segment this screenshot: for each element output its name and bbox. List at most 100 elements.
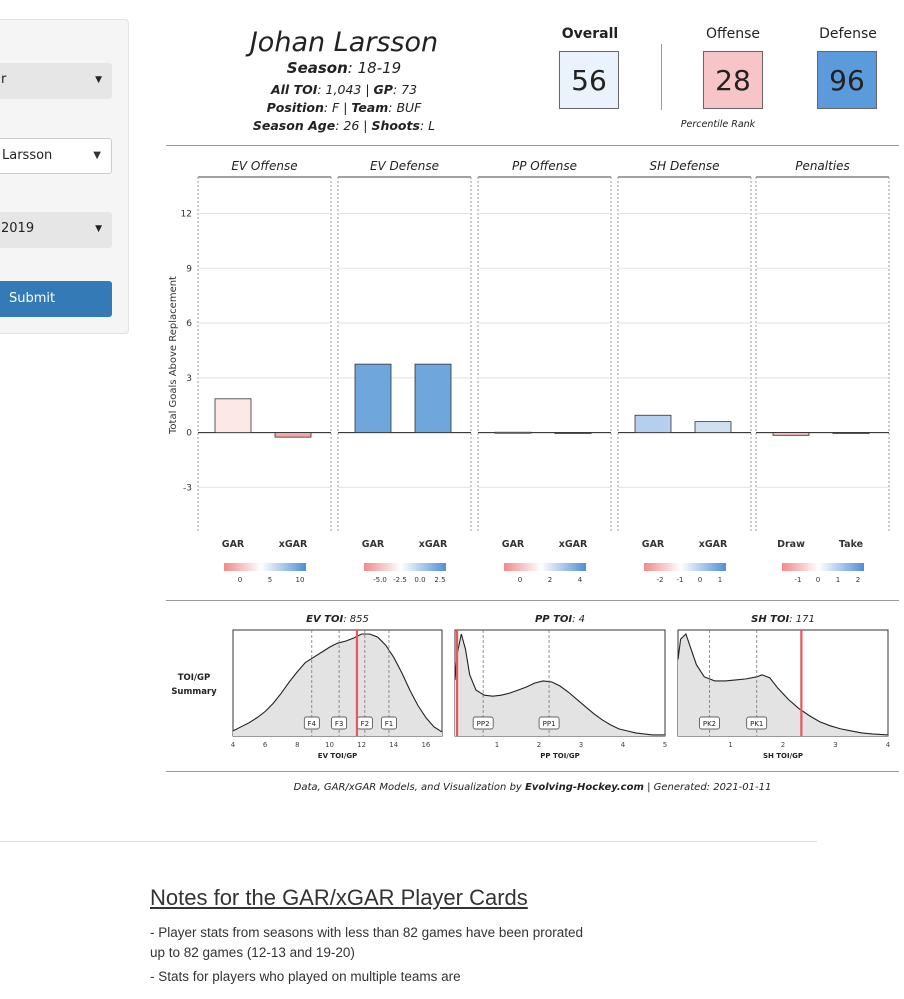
color-legend-bar — [224, 563, 306, 571]
x-tick-label: 16 — [421, 741, 430, 749]
tier-marker-box — [472, 716, 494, 730]
tier-marker-label: PK1 — [750, 720, 763, 728]
overall-rank-box: 56 — [559, 51, 619, 109]
tier-marker-label: PP1 — [543, 720, 556, 728]
x-tick-label: xGAR — [419, 539, 448, 550]
position-value: : F | — [323, 100, 352, 115]
density-line — [454, 633, 665, 736]
x-tick-label: 10 — [325, 741, 334, 749]
tier-marker-label: PK2 — [703, 720, 716, 728]
toi-panel-title: SH TOI: 171 — [751, 614, 815, 625]
tier-marker-label: PP2 — [477, 720, 490, 728]
submit-button[interactable]: Submit — [0, 281, 112, 317]
legend-tick-label: -2.5 — [393, 576, 407, 584]
offense-rank-box: 28 — [703, 51, 763, 109]
panel-1: EV Defense GAR xGAR -5.0 -2.5 0.0 2.5 — [337, 159, 472, 584]
bar-xgar — [274, 432, 312, 438]
tier-marker-box — [303, 716, 320, 730]
density-area — [233, 634, 442, 736]
legend-tick-label: 2 — [548, 576, 552, 584]
row-label: Summary — [171, 687, 217, 697]
legend-tick-label: 0 — [698, 576, 702, 584]
bar-xgar — [694, 421, 732, 433]
tier-marker-box — [331, 716, 347, 730]
toi-panel-title: PP TOI: 4 — [535, 614, 585, 625]
x-tick-label: 3 — [579, 741, 583, 749]
toi-separator — [166, 771, 899, 772]
position-key: Position — [266, 100, 324, 115]
tier-marker-box — [381, 716, 397, 730]
legend-tick-label: 2.5 — [434, 576, 445, 584]
overall-label: Overall — [561, 26, 619, 42]
panel-title: EV Offense — [231, 159, 297, 173]
x-tick-label: GAR — [502, 539, 525, 550]
credit-prefix: Data, GAR/xGAR Models, and Visualization… — [293, 782, 526, 793]
season-line: Season: 18-19 — [214, 59, 474, 77]
sidebar-panel: r ▼ Larsson ▼ 2019 ▼ Submit — [0, 19, 129, 334]
x-tick-label: GAR — [362, 539, 385, 550]
age-value: : 26 | — [335, 118, 372, 133]
legend-tick-label: -1 — [677, 576, 684, 584]
bar-gar — [494, 431, 532, 434]
tier-marker-box — [746, 716, 768, 730]
panel-title: SH Defense — [650, 159, 720, 173]
legend-tick-label: -5.0 — [373, 576, 387, 584]
player-type-select[interactable]: r ▼ — [0, 63, 112, 99]
season-value: : 18-19 — [347, 59, 402, 77]
x-axis-label: SH TOI/GP — [763, 752, 803, 760]
gp-value: : 73 — [392, 82, 418, 97]
x-tick-label: xGAR — [699, 539, 728, 550]
credit-suffix: | Generated: 2021-01-11 — [643, 782, 772, 793]
legend-tick-label: 0.0 — [414, 576, 425, 584]
percentile-label: Percentile Rank — [680, 119, 756, 130]
shoots-key: Shoots — [371, 118, 420, 133]
legend-tick-label: 10 — [296, 576, 305, 584]
season-select[interactable]: 2019 ▼ — [0, 212, 112, 248]
panel-title: PP Offense — [512, 159, 577, 173]
legend-tick-label: -1 — [795, 576, 802, 584]
panel-2: PP Offense GAR xGAR 0 2 4 — [477, 159, 612, 584]
bar-xgar — [414, 363, 452, 433]
panel-4: Penalties Draw Take -1 0 1 2 — [755, 159, 890, 584]
tier-marker-label: F2 — [361, 720, 369, 728]
gar-chart: Total Goals Above Replacement129630-3EV … — [168, 159, 890, 584]
notes-title: Notes for the GAR/xGAR Player Cards — [150, 885, 528, 910]
color-legend-bar — [504, 563, 586, 571]
chart-separator — [166, 600, 899, 601]
panel-title: Penalties — [795, 159, 850, 173]
row-label: TOI/GP — [178, 673, 211, 683]
chevron-down-icon: ▼ — [95, 75, 102, 85]
panel-0: EV Offense GAR xGAR 0 5 10 — [197, 159, 332, 584]
age-line: Season Age: 26 | Shoots: L — [214, 118, 474, 133]
shoots-value: : L — [419, 118, 436, 133]
x-tick-label: 4 — [231, 741, 236, 749]
tier-marker-box — [699, 716, 720, 730]
gp-key: GP — [373, 82, 393, 97]
bar-draw — [772, 432, 810, 436]
panel-3: SH Defense GAR xGAR -2 -1 0 1 — [617, 159, 752, 584]
section-divider — [0, 841, 817, 842]
x-tick-label: Take — [839, 539, 863, 550]
x-tick-label: 2 — [537, 741, 541, 749]
position-line: Position: F | Team: BUF — [214, 100, 474, 115]
x-tick-label: 2 — [781, 741, 785, 749]
bar-gar — [634, 414, 672, 433]
legend-tick-label: 5 — [268, 576, 272, 584]
bar-gar — [214, 398, 252, 433]
note-item: - Player stats from seasons with less th… — [150, 925, 583, 960]
age-key: Season Age — [252, 118, 336, 133]
density-line — [677, 633, 889, 736]
legend-tick-label: 1 — [718, 576, 722, 584]
color-legend-bar — [364, 563, 446, 571]
y-tick-label: -3 — [183, 483, 192, 493]
tier-marker-label: F1 — [385, 720, 393, 728]
toi-panel-1: PP TOI: 4 PP2 PP1 1 2 3 4 5 PP TOI/GP — [454, 614, 667, 760]
credit-line: Data, GAR/xGAR Models, and Visualization… — [166, 782, 899, 793]
x-tick-label: 6 — [263, 741, 268, 749]
legend-tick-label: 0 — [816, 576, 820, 584]
color-legend-bar — [782, 563, 864, 571]
toi-panel-2: SH TOI: 171 PK2 PK1 1 2 3 4 SH TOI/GP — [677, 614, 891, 760]
player-select[interactable]: Larsson ▼ — [0, 138, 112, 174]
season-key: Season — [286, 59, 348, 77]
